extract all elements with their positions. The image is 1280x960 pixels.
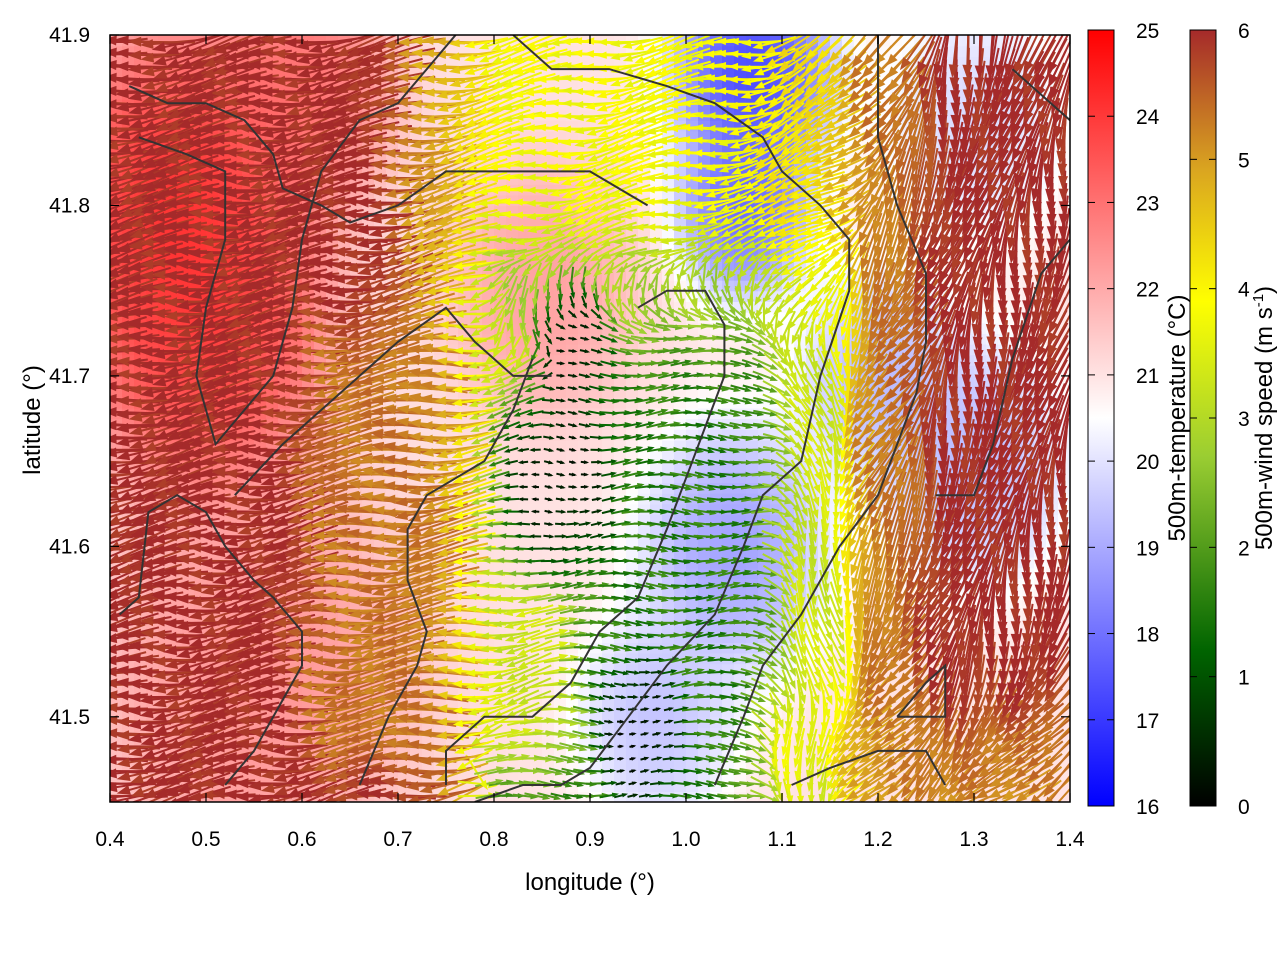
temperature-cell xyxy=(542,525,555,536)
temperature-cell xyxy=(734,610,747,621)
temperature-cell xyxy=(554,397,567,408)
temperature-cell xyxy=(602,706,615,717)
temperature-cell xyxy=(626,685,639,696)
temperature-cell xyxy=(614,706,627,717)
temperature-cell xyxy=(566,344,579,355)
temperature-cell xyxy=(578,451,591,462)
temperature-cell xyxy=(542,451,555,462)
temperature-cell xyxy=(530,557,543,568)
temperature-cell xyxy=(566,397,579,408)
temperature-cell xyxy=(638,653,651,664)
temperature-cell xyxy=(518,451,531,462)
temperature-cell xyxy=(530,451,543,462)
temperature-cell xyxy=(650,738,663,749)
temperature-cell xyxy=(578,504,591,515)
temperature-cell xyxy=(530,525,543,536)
temperature-cell xyxy=(554,536,567,547)
temperature-cell xyxy=(698,376,711,387)
temperature-cell xyxy=(662,216,675,227)
temperature-cell xyxy=(554,451,567,462)
temperature-cell xyxy=(518,504,531,515)
temperature-cell xyxy=(554,472,567,483)
temperature-cell xyxy=(590,610,603,621)
temperature-cell xyxy=(506,525,519,536)
temperature-cell xyxy=(554,525,567,536)
temperature-cell xyxy=(590,451,603,462)
temperature-cell xyxy=(638,738,651,749)
plot-area: 0.4 0.5 0.6 0.7 0.8 0.9 1.0 1.1 1.2 1.3 1.4 41.541… xyxy=(49,10,1085,851)
temperature-cell xyxy=(674,738,687,749)
temperature-cell xyxy=(530,472,543,483)
temperature-cell xyxy=(518,482,531,493)
temperature-cell xyxy=(578,344,591,355)
temperature-cell xyxy=(530,504,543,515)
temperature-cell xyxy=(662,759,675,770)
temperature-cell xyxy=(554,504,567,515)
temperature-cell xyxy=(590,482,603,493)
temperature-cell xyxy=(638,759,651,770)
temperature-cell xyxy=(614,759,627,770)
temperature-cell xyxy=(554,344,567,355)
temperature-cell xyxy=(530,482,543,493)
temperature-cell xyxy=(626,759,639,770)
temperature-cell xyxy=(566,504,579,515)
temperature-cell xyxy=(602,759,615,770)
temperature-cell xyxy=(650,759,663,770)
temperature-cell xyxy=(542,472,555,483)
temperature-cell xyxy=(566,376,579,387)
temperature-cell xyxy=(566,451,579,462)
